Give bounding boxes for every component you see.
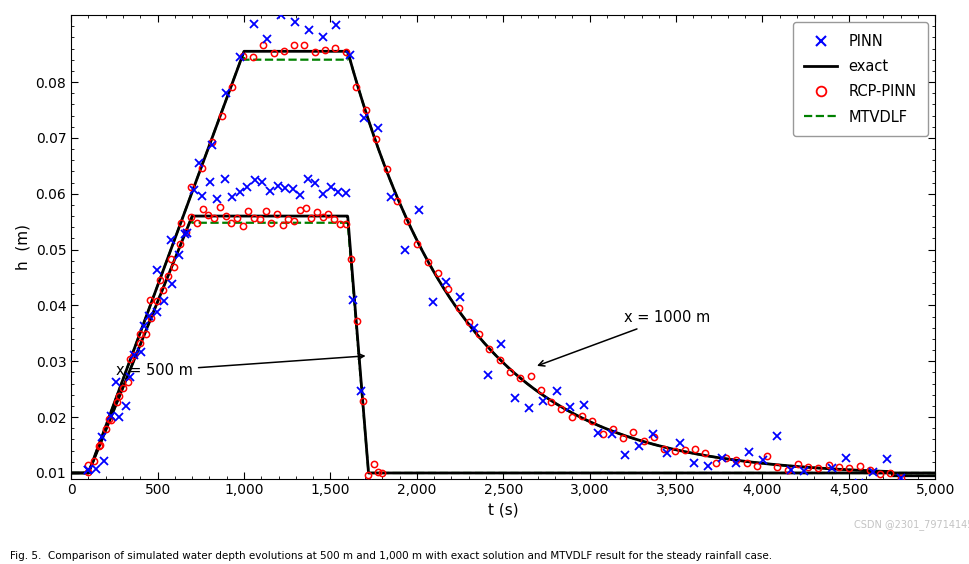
exact [434,470,446,477]
PINN [317,191,328,197]
PINN [295,191,306,198]
exact [65,470,77,477]
X-axis label: t (s): t (s) [487,503,518,518]
MTVDLF [65,470,77,477]
MTVDLF [912,470,923,477]
PINN [287,186,298,192]
MTVDLF [396,470,408,477]
exact [396,470,408,477]
PINN [203,179,215,186]
PINN [279,185,291,192]
exact [215,213,227,219]
PINN [211,196,223,202]
PINN [120,403,132,410]
Line: exact: exact [71,216,934,473]
PINN [226,194,237,201]
exact [819,470,830,477]
PINN [112,413,124,420]
PINN [241,184,253,191]
PINN [325,183,336,190]
PINN [82,466,94,473]
PINN [158,298,170,305]
Text: Fig. 5.  Comparison of simulated water depth evolutions at 500 m and 1,000 m wit: Fig. 5. Comparison of simulated water de… [10,551,771,561]
exact [912,470,923,477]
PINN [166,281,177,288]
MTVDLF [164,268,175,275]
exact [186,213,198,219]
PINN [249,177,261,183]
PINN [181,230,193,236]
RCP-PINN [317,214,328,221]
RCP-PINN [376,469,388,476]
RCP-PINN [82,462,94,469]
PINN [188,187,200,193]
MTVDLF [215,219,227,226]
MTVDLF [186,213,198,220]
Line: PINN: PINN [84,175,372,487]
MTVDLF [928,470,940,477]
PINN [173,252,185,258]
PINN [106,412,117,419]
PINN [90,466,102,473]
exact [164,268,175,275]
PINN [309,179,321,186]
RCP-PINN [260,208,271,215]
Text: x = 500 m: x = 500 m [116,354,363,378]
MTVDLF [434,470,446,477]
RCP-PINN [214,204,226,210]
RCP-PINN [282,215,294,222]
Line: MTVDLF: MTVDLF [71,217,934,473]
Y-axis label: h  (m): h (m) [15,224,30,270]
Line: RCP-PINN: RCP-PINN [85,204,385,478]
PINN [339,190,351,196]
PINN [143,312,155,319]
RCP-PINN [276,222,288,228]
PINN [301,175,313,182]
PINN [98,457,109,464]
Text: CSDN @2301_79714145: CSDN @2301_79714145 [853,519,969,530]
PINN [234,188,245,195]
RCP-PINN [163,272,174,279]
PINN [150,309,162,315]
MTVDLF [819,470,830,477]
exact [928,470,940,477]
RCP-PINN [362,471,374,478]
PINN [136,349,147,355]
PINN [264,187,275,194]
PINN [332,188,344,195]
Text: x = 1000 m: x = 1000 m [538,310,709,366]
PINN [347,297,359,304]
PINN [271,182,283,189]
PINN [196,193,207,200]
PINN [128,352,140,359]
PINN [355,387,366,394]
PINN [362,480,374,487]
RCP-PINN [266,220,277,227]
Legend: PINN, exact, RCP-PINN, MTVDLF: PINN, exact, RCP-PINN, MTVDLF [792,23,927,136]
PINN [257,179,268,186]
PINN [219,176,231,183]
